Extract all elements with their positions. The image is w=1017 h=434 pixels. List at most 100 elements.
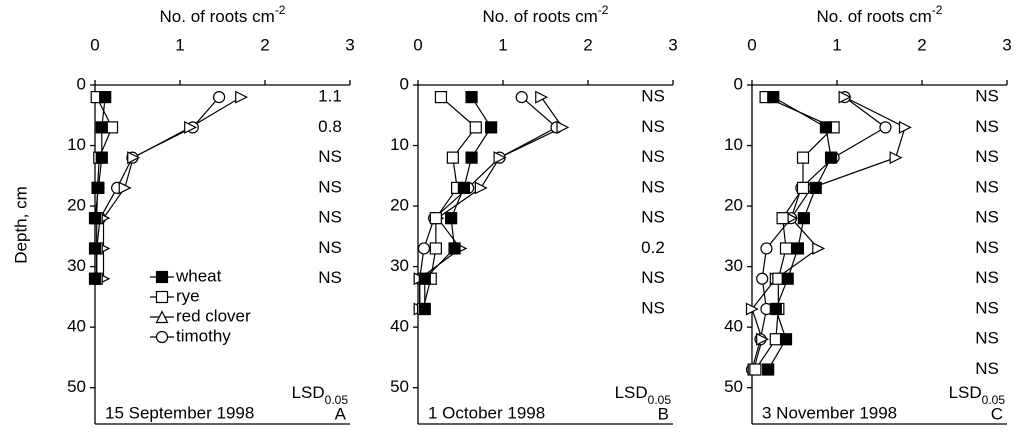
lsd-value: NS — [641, 147, 665, 166]
y-tick-label: 40 — [67, 317, 86, 336]
lsd-value: NS — [318, 238, 342, 257]
lsd-value: 1.1 — [318, 87, 342, 106]
y-tick-label: 50 — [67, 377, 86, 396]
series-line — [754, 96, 835, 370]
panel-letter: C — [991, 404, 1003, 423]
marker — [797, 212, 810, 225]
marker — [88, 212, 102, 225]
marker — [155, 290, 169, 304]
y-tick-label: 10 — [67, 135, 86, 154]
legend-label: red clover — [176, 306, 251, 325]
y-tick-label: 30 — [67, 256, 86, 275]
lsd-value: NS — [318, 268, 342, 287]
y-axis-title: Depth, cm — [11, 186, 30, 263]
x-axis-title-text: No. of roots cm — [483, 7, 598, 26]
x-tick-label: 2 — [917, 35, 926, 54]
marker — [184, 120, 198, 134]
x-tick-label: 1 — [175, 35, 184, 54]
y-tick-label: 0 — [77, 74, 86, 93]
lsd-value: NS — [641, 298, 665, 317]
lsd-label-text: LSD — [292, 383, 325, 402]
marker — [429, 212, 442, 225]
panel-letter: A — [335, 404, 347, 423]
panel-date: 1 October 1998 — [428, 403, 545, 422]
marker — [155, 330, 169, 344]
x-tick-label: 3 — [345, 35, 354, 54]
x-axis-title-text: No. of roots cm — [160, 7, 275, 26]
marker — [88, 242, 102, 255]
y-tick-label: 10 — [724, 135, 743, 154]
marker — [769, 302, 782, 316]
marker — [756, 272, 769, 285]
marker — [824, 151, 838, 164]
marker — [749, 363, 762, 376]
marker — [535, 90, 549, 104]
panel-date: 3 November 1998 — [762, 403, 897, 422]
y-tick-label: 30 — [724, 256, 743, 275]
lsd-label-sub: 0.05 — [648, 393, 672, 407]
lsd-value: NS — [975, 329, 999, 348]
lsd-value: NS — [975, 359, 999, 378]
marker — [769, 333, 782, 346]
lsd-value: NS — [975, 117, 999, 136]
x-axis-title-sup: -2 — [598, 3, 609, 17]
y-tick-label: 0 — [400, 74, 409, 93]
marker — [889, 151, 903, 165]
x-axis-title-sup: -2 — [275, 3, 286, 17]
marker — [418, 272, 431, 285]
lsd-value: NS — [975, 147, 999, 166]
marker — [838, 90, 852, 104]
lsd-value: NS — [318, 177, 342, 196]
y-tick-label: 20 — [724, 196, 743, 215]
y-tick-label: 10 — [390, 135, 409, 154]
lsd-value: NS — [318, 147, 342, 166]
lsd-label-text: LSD — [615, 383, 648, 402]
x-axis-title: No. of roots cm-2 — [483, 3, 609, 26]
lsd-value: NS — [641, 208, 665, 227]
panel-letter: B — [658, 404, 669, 423]
marker — [88, 272, 102, 285]
lsd-value: NS — [641, 268, 665, 287]
marker — [99, 91, 112, 104]
lsd-value: NS — [975, 87, 999, 106]
series-line — [751, 96, 887, 370]
lsd-label: LSD0.05 — [949, 383, 1006, 407]
marker — [760, 242, 773, 255]
marker — [485, 121, 498, 134]
lsd-label: LSD0.05 — [615, 383, 672, 407]
series-line — [767, 96, 832, 370]
y-tick-label: 50 — [724, 377, 743, 396]
marker — [819, 121, 833, 134]
lsd-value: NS — [975, 208, 999, 227]
lsd-label-sub: 0.05 — [982, 393, 1006, 407]
marker — [465, 91, 478, 104]
marker — [745, 302, 759, 316]
x-tick-label: 0 — [90, 35, 99, 54]
marker — [92, 181, 105, 195]
y-tick-label: 50 — [390, 377, 409, 396]
marker — [776, 212, 789, 225]
marker — [235, 90, 249, 104]
marker — [791, 242, 805, 255]
marker — [429, 242, 442, 255]
legend-label: timothy — [176, 326, 231, 345]
y-tick-label: 20 — [390, 196, 409, 215]
marker — [767, 91, 780, 104]
y-tick-label: 20 — [67, 196, 86, 215]
lsd-value: 0.8 — [318, 117, 342, 136]
lsd-value: NS — [975, 298, 999, 317]
marker — [515, 91, 528, 104]
marker — [105, 121, 119, 134]
x-tick-label: 2 — [583, 35, 592, 54]
x-tick-label: 3 — [668, 35, 677, 54]
marker — [556, 120, 570, 134]
x-axis-title: No. of roots cm-2 — [160, 3, 286, 26]
marker — [213, 91, 226, 104]
marker — [809, 181, 822, 195]
lsd-value: NS — [975, 238, 999, 257]
y-tick-label: 40 — [724, 317, 743, 336]
lsd-value: NS — [975, 268, 999, 287]
x-tick-label: 2 — [260, 35, 269, 54]
y-tick-label: 40 — [390, 317, 409, 336]
